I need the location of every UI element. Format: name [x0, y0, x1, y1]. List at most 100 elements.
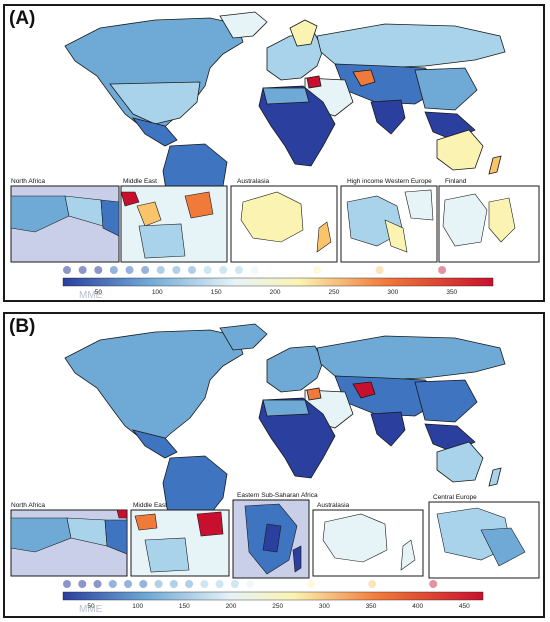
legend-dot: [172, 266, 181, 274]
africa: [258, 397, 336, 479]
inset-label-western-europe: High income Western Europe: [347, 178, 432, 185]
legend-dot: [313, 266, 322, 274]
watermark: MME: [79, 290, 103, 300]
legend-dot: [125, 266, 134, 274]
usa: [109, 81, 201, 125]
legend-dot: [154, 580, 163, 588]
legend-tick-label: 250: [329, 289, 340, 296]
inset-label-north-africa: North Africa: [11, 502, 45, 509]
legend-tick-label: 300: [387, 289, 398, 296]
legend-dot: [215, 580, 224, 588]
legend-dot: [234, 266, 243, 274]
legend-tick-label: 100: [132, 603, 143, 610]
legend-dot: [141, 266, 150, 274]
inset-east-africa: [232, 499, 310, 579]
new-zealand: [488, 467, 502, 487]
inset-north-africa: [10, 185, 120, 263]
legend-tick-label: 50: [95, 289, 103, 296]
legend-dot: [124, 580, 133, 588]
legend-ticks: 50 100 150 200 250 300 350: [95, 289, 458, 296]
north-america: [64, 329, 244, 449]
legend-tick-label: 350: [446, 289, 457, 296]
inset-australasia: [312, 509, 424, 577]
legend-dot: [429, 580, 438, 588]
legend-tick-label: 300: [319, 603, 330, 610]
panel-b-map: North Africa Middle East Eastern Sub-Sah…: [10, 323, 540, 615]
india: [370, 99, 406, 135]
legend-tick-label: 350: [366, 603, 377, 610]
scandinavia: [289, 19, 318, 47]
legend-tick-label: 250: [272, 603, 283, 610]
legend-tick-label: 450: [459, 603, 470, 610]
legend-dots: [63, 580, 438, 588]
legend-dot: [375, 266, 384, 274]
europe: [266, 345, 324, 393]
syria-hotspot: [306, 387, 322, 401]
inset-middle-east: [130, 509, 230, 577]
inset-label-central-europe: Central Europe: [433, 494, 477, 501]
legend-dot: [307, 580, 316, 588]
legend-dot: [185, 580, 194, 588]
africa: [258, 85, 336, 167]
legend-dot: [94, 266, 103, 274]
legend-tick-label: 400: [412, 603, 423, 610]
legend-dot: [63, 266, 71, 274]
legend-dot: [250, 266, 259, 274]
afghanistan: [352, 381, 376, 399]
inset-western-europe: [340, 185, 438, 263]
legend-dot: [200, 580, 209, 588]
watermark: MME: [79, 604, 103, 615]
inset-finland: [438, 185, 540, 263]
legend-dot: [109, 266, 118, 274]
legend-dot: [78, 266, 87, 274]
panel-b-letter: (B): [9, 316, 36, 337]
north-africa: [262, 399, 310, 417]
greenland: [219, 11, 268, 39]
legend-dots: [63, 266, 447, 274]
inset-australasia: [230, 185, 338, 263]
legend-dot: [63, 580, 71, 588]
inset-label-east-africa: Eastern Sub-Saharan Africa: [237, 492, 318, 499]
legend-tick-label: 50: [87, 603, 95, 610]
australia: [436, 441, 484, 483]
legend-tick-label: 100: [152, 289, 163, 296]
inset-north-africa: [10, 509, 128, 577]
legend-ticks: 50 100 150 200 250 300 350 400 450: [87, 603, 470, 610]
legend-dot: [156, 266, 165, 274]
legend-dot: [246, 580, 255, 588]
east-asia: [414, 67, 478, 111]
legend-dot: [108, 580, 117, 588]
india: [370, 411, 406, 447]
inset-label-middle-east: Middle East: [133, 502, 167, 509]
panel-a-map: North Africa Middle East Australasia Hig…: [10, 11, 540, 300]
panel-a-letter: (A): [9, 8, 36, 29]
inset-central-europe: [428, 501, 540, 579]
legend-dot: [93, 580, 102, 588]
inset-middle-east: [120, 185, 228, 263]
legend-dot: [169, 580, 178, 588]
color-legend-bar: [62, 591, 484, 601]
central-america: [132, 429, 178, 459]
syria-hotspot: [306, 75, 322, 89]
color-legend-bar: [62, 277, 494, 287]
inset-label-north-africa: North Africa: [11, 178, 45, 185]
north-africa: [262, 87, 310, 105]
russia: [316, 23, 506, 69]
greenland: [219, 323, 268, 351]
legend-dot: [230, 580, 239, 588]
inset-label-australasia: Australasia: [237, 178, 270, 185]
legend-dot: [188, 266, 197, 274]
russia: [316, 335, 506, 381]
new-zealand: [488, 155, 502, 175]
legend-tick-label: 200: [270, 289, 281, 296]
legend-dot: [139, 580, 148, 588]
legend-dot: [219, 266, 228, 274]
legend-tick-label: 150: [211, 289, 222, 296]
panel-a: North Africa Middle East Australasia Hig…: [3, 4, 545, 302]
central-america: [132, 117, 178, 147]
australia: [436, 129, 484, 171]
inset-label-finland: Finland: [445, 178, 467, 185]
legend-tick-label: 150: [179, 603, 190, 610]
legend-dot: [78, 580, 87, 588]
legend-dot: [203, 266, 212, 274]
